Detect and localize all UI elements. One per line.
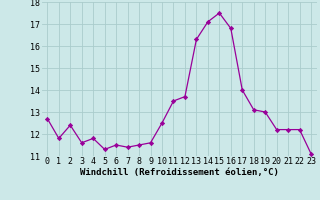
X-axis label: Windchill (Refroidissement éolien,°C): Windchill (Refroidissement éolien,°C) bbox=[80, 168, 279, 177]
